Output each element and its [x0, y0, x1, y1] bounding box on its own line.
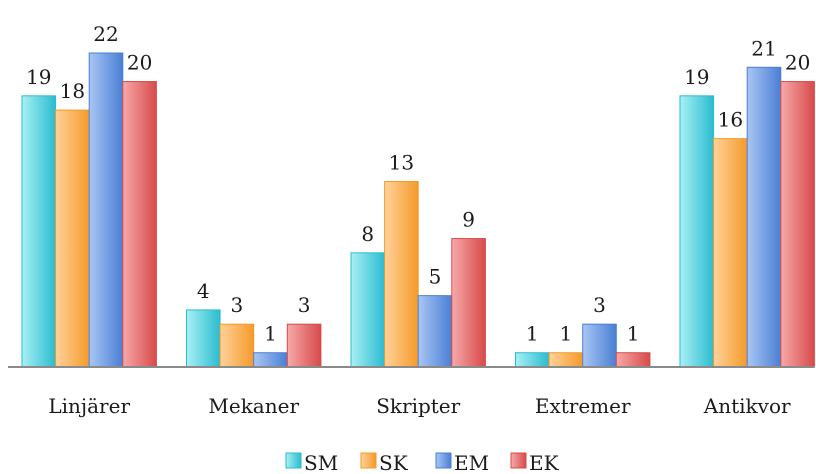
value-label: 16 [718, 108, 743, 132]
value-label: 3 [231, 293, 244, 317]
bar-em-4 [746, 66, 782, 368]
bar-ek-1 [286, 323, 322, 368]
value-label: 1 [264, 322, 277, 346]
value-label: 8 [361, 222, 374, 246]
legend: SM SK EM EK [285, 451, 560, 474]
bar-sk-1 [219, 323, 255, 368]
bar-em-0 [88, 52, 124, 368]
value-label: 19 [26, 65, 51, 89]
value-label: 19 [684, 65, 709, 89]
legend-swatch-em [435, 452, 452, 469]
value-label: 1 [560, 322, 573, 346]
category-label: Linjärer [48, 394, 130, 418]
bar-sk-3 [548, 352, 584, 368]
legend-label-sk: SK [379, 451, 409, 474]
bar-sm-0 [21, 95, 57, 368]
bar-sm-3 [515, 352, 550, 368]
category-labels-group: Linjärer Mekaner Skripter Extremer Antikvor [48, 394, 791, 418]
value-label: 13 [389, 150, 414, 174]
bar-sk-0 [55, 109, 90, 368]
bar-sm-1 [186, 309, 221, 368]
value-label: 5 [429, 265, 442, 289]
bar-ek-2 [451, 238, 486, 368]
value-label: 21 [751, 36, 776, 60]
legend-label-ek: EK [529, 451, 560, 474]
legend-swatch-sm [285, 452, 302, 469]
bar-sk-4 [713, 138, 748, 368]
category-label: Extremer [535, 394, 631, 418]
value-label: 4 [197, 279, 210, 303]
legend-label-em: EM [454, 451, 489, 474]
category-label: Mekaner [208, 394, 299, 418]
bar-em-3 [582, 323, 617, 368]
value-label: 20 [785, 51, 810, 75]
value-label: 3 [593, 293, 606, 317]
legend-swatch-ek [510, 452, 527, 469]
category-label: Skripter [376, 394, 460, 418]
value-label: 9 [462, 208, 475, 232]
value-label: 22 [93, 22, 118, 46]
legend-swatch-sk [360, 452, 377, 469]
category-label: Antikvor [703, 394, 791, 418]
bar-sk-2 [384, 180, 419, 368]
value-label: 1 [627, 322, 640, 346]
bar-ek-3 [615, 352, 651, 368]
bar-ek-0 [122, 81, 157, 368]
bar-sm-2 [350, 252, 386, 368]
legend-label-sm: SM [304, 451, 338, 474]
bar-sm-4 [679, 95, 715, 368]
value-label: 18 [60, 79, 85, 103]
value-label: 3 [298, 293, 311, 317]
value-label: 20 [127, 51, 152, 75]
bar-em-1 [253, 352, 288, 368]
bars-group [21, 52, 815, 368]
bar-ek-4 [780, 81, 815, 368]
bar-em-2 [417, 295, 453, 368]
value-label: 1 [526, 322, 539, 346]
